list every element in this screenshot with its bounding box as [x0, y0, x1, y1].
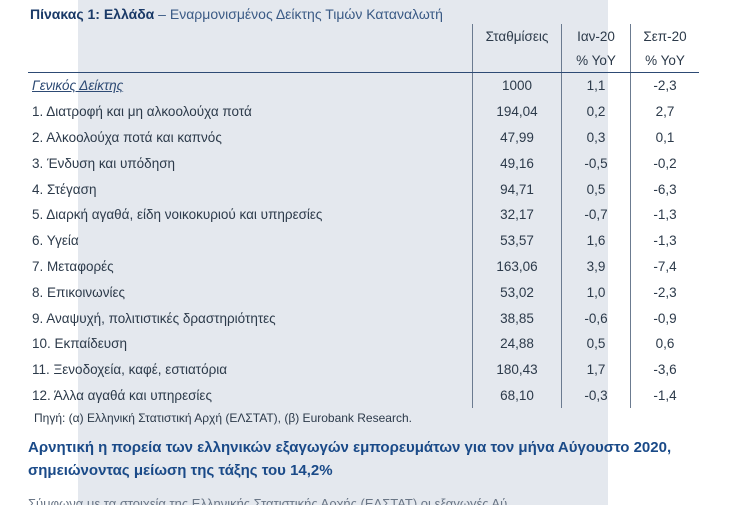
table-row: Γενικός Δείκτης 1000 1,1 -2,3 [28, 72, 699, 99]
table-row: 10. Εκπαίδευση 24,88 0,5 0,6 [28, 330, 699, 357]
row-jan-yoy: 0,2 [561, 98, 631, 125]
header-weights: Σταθμίσεις [472, 24, 562, 48]
table-row: 5. Διαρκή αγαθά, είδη νοικοκυριού και υπ… [28, 201, 699, 228]
row-sep-yoy: -1,4 [630, 382, 699, 409]
row-label: 7. Μεταφορές [32, 258, 114, 274]
row-weight: 1000 [472, 72, 562, 99]
row-sep-yoy: -1,3 [630, 227, 699, 254]
row-sep-yoy: -0,9 [630, 305, 699, 331]
row-jan-yoy: 1,6 [561, 227, 631, 254]
row-weight: 163,06 [472, 253, 562, 280]
hicp-table: Σταθμίσεις Ιαν-20 Σεπ-20 % YoY % YoY Γεν… [28, 24, 699, 409]
table-subheader-row: % YoY % YoY [28, 48, 699, 73]
row-sep-yoy: -2,3 [630, 279, 699, 306]
row-label: 12. Άλλα αγαθά και υπηρεσίες [32, 387, 212, 403]
table-source-note: Πηγή: (α) Ελληνική Στατιστική Αρχή (ΕΛΣΤ… [34, 411, 412, 425]
subheader-yoy-sep: % YoY [630, 48, 699, 73]
subheader-weights-blank [472, 48, 562, 73]
row-label: 10. Εκπαίδευση [32, 336, 127, 352]
row-label: 2. Αλκοολούχα ποτά και καπνός [32, 129, 222, 145]
row-jan-yoy: 0,5 [561, 330, 631, 357]
row-jan-yoy: 1,7 [561, 356, 631, 383]
row-sep-yoy: -1,3 [630, 201, 699, 228]
body-text-line: Σύμφωνα με τα στοιχεία της Ελληνικής Στα… [28, 496, 508, 505]
row-weight: 47,99 [472, 124, 562, 151]
table-caption-rest: – Εναρμονισμένος Δείκτης Τιμών Καταναλωτ… [154, 6, 443, 22]
row-weight: 53,02 [472, 279, 562, 306]
row-jan-yoy: -0,6 [561, 305, 631, 331]
row-jan-yoy: 1,0 [561, 279, 631, 306]
row-weight: 32,17 [472, 201, 562, 228]
row-label: 6. Υγεία [32, 233, 79, 249]
row-weight: 68,10 [472, 382, 562, 409]
row-weight: 180,43 [472, 356, 562, 383]
row-jan-yoy: 1,1 [561, 72, 631, 99]
row-sep-yoy: -7,4 [630, 253, 699, 280]
row-sep-yoy: -3,6 [630, 356, 699, 383]
table-header-row: Σταθμίσεις Ιαν-20 Σεπ-20 [28, 24, 699, 48]
table-row: 7. Μεταφορές 163,06 3,9 -7,4 [28, 253, 699, 280]
table-row: 6. Υγεία 53,57 1,6 -1,3 [28, 227, 699, 254]
body-text-cut: Σύμφωνα με τα στοιχεία της Ελληνικής Στα… [28, 494, 718, 505]
table-row: 9. Αναψυχή, πολιτιστικές δραστηριότητες 3… [28, 305, 699, 331]
row-jan-yoy: -0,7 [561, 201, 631, 228]
header-sep: Σεπ-20 [630, 24, 699, 48]
row-jan-yoy: -0,3 [561, 382, 631, 409]
row-label: Γενικός Δείκτης [28, 73, 473, 99]
row-weight: 49,16 [472, 150, 562, 177]
row-jan-yoy: -0,5 [561, 150, 631, 177]
row-weight: 194,04 [472, 98, 562, 125]
row-sep-yoy: -0,2 [630, 150, 699, 177]
row-sep-yoy: 2,7 [630, 98, 699, 125]
row-label: 5. Διαρκή αγαθά, είδη νοικοκυριού και υπ… [32, 207, 323, 223]
row-label: 8. Επικοινωνίες [32, 284, 125, 300]
row-weight: 38,85 [472, 305, 562, 331]
row-sep-yoy: -6,3 [630, 176, 699, 202]
header-blank [28, 24, 473, 48]
table-row: 3. Ένδυση και υπόδηση 49,16 -0,5 -0,2 [28, 150, 699, 177]
section-heading: Αρνητική η πορεία των ελληνικών εξαγωγών… [28, 439, 672, 479]
row-sep-yoy: 0,1 [630, 124, 699, 151]
row-weight: 24,88 [472, 330, 562, 357]
table-row: 1. Διατροφή και μη αλκοολούχα ποτά 194,04… [28, 98, 699, 125]
row-weight: 94,71 [472, 176, 562, 202]
table-caption-bold: Πίνακας 1: Ελλάδα [30, 6, 155, 22]
subheader-yoy-jan: % YoY [561, 48, 631, 73]
row-sep-yoy: -2,3 [630, 72, 699, 99]
table-row: 8. Επικοινωνίες 53,02 1,0 -2,3 [28, 279, 699, 306]
row-sep-yoy: 0,6 [630, 330, 699, 357]
table-row: 2. Αλκοολούχα ποτά και καπνός 47,99 0,3 0,1 [28, 124, 699, 151]
table-body: Γενικός Δείκτης 1000 1,1 -2,3 1. Διατροφή κα… [28, 72, 699, 409]
table-row: 12. Άλλα αγαθά και υπηρεσίες 68,10 -0,3 -1,… [28, 382, 699, 409]
general-index-label: Γενικός Δείκτης [32, 78, 124, 94]
row-label: 3. Ένδυση και υπόδηση [32, 155, 176, 171]
row-weight: 53,57 [472, 227, 562, 254]
row-label: 4. Στέγαση [32, 181, 97, 197]
header-jan: Ιαν-20 [561, 24, 631, 48]
subheader-blank [28, 48, 473, 73]
row-label: 11. Ξενοδοχεία, καφέ, εστιατόρια [32, 362, 228, 378]
table-row: 4. Στέγαση 94,71 0,5 -6,3 [28, 176, 699, 202]
row-jan-yoy: 0,5 [561, 176, 631, 202]
table-row: 11. Ξενοδοχεία, καφέ, εστιατόρια 180,43 1,… [28, 356, 699, 383]
row-label: 9. Αναψυχή, πολιτιστικές δραστηριότητες [32, 310, 276, 326]
row-jan-yoy: 0,3 [561, 124, 631, 151]
table-caption: Πίνακας 1: Ελλάδα – Εναρμονισμένος Δείκτ… [30, 6, 443, 22]
row-label: 1. Διατροφή και μη αλκοολούχα ποτά [32, 104, 252, 120]
row-jan-yoy: 3,9 [561, 253, 631, 280]
